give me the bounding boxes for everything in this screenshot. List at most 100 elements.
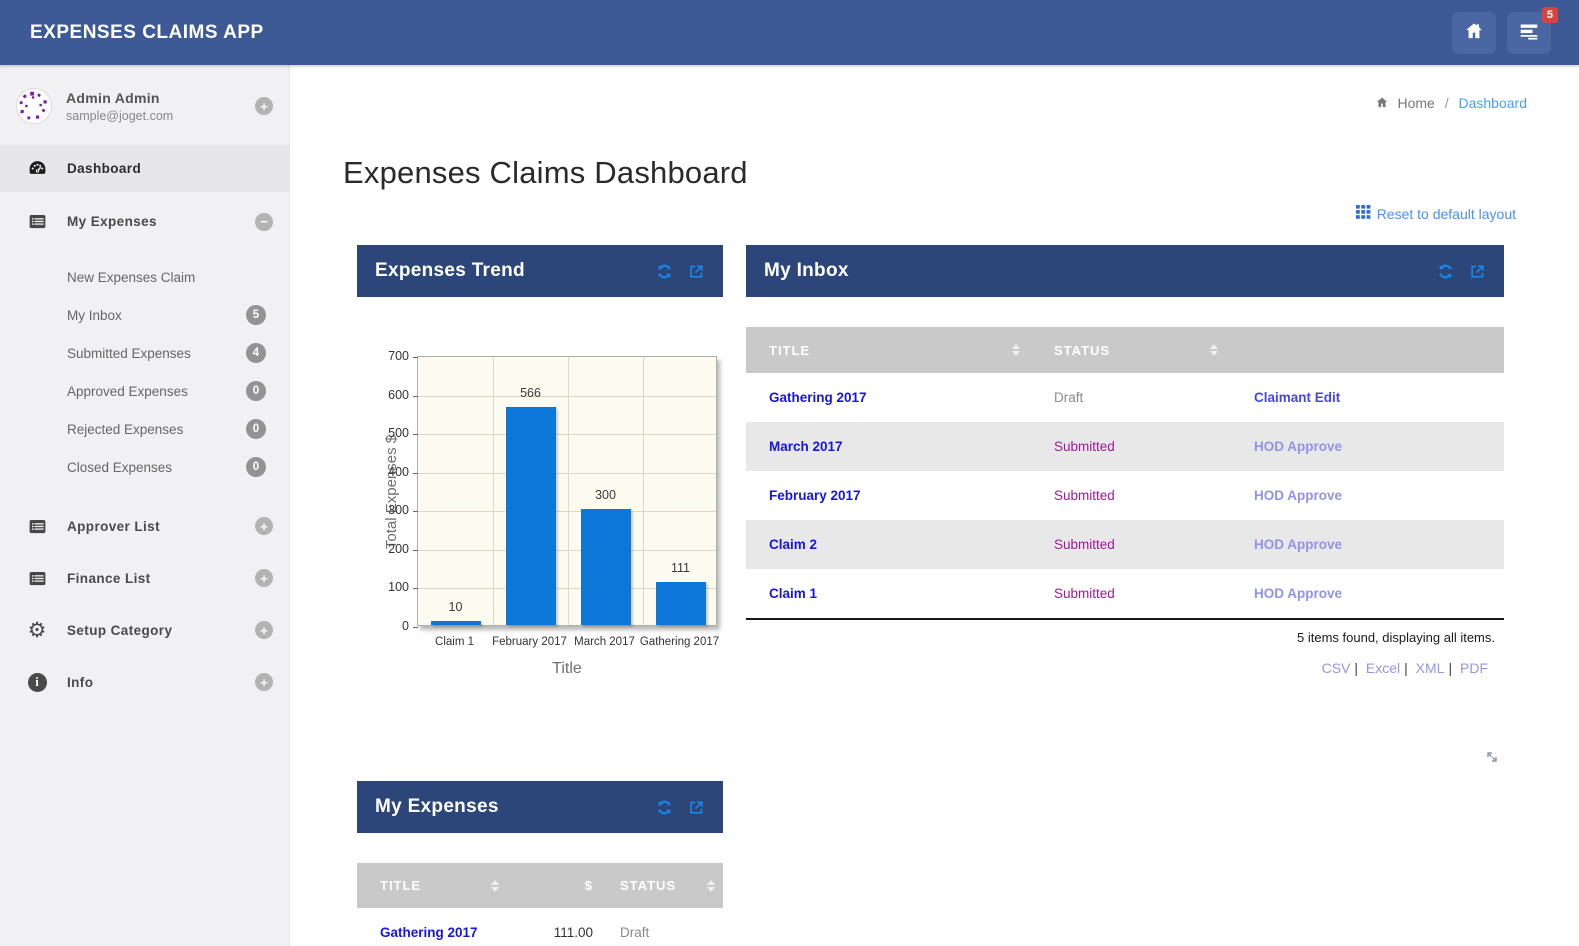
column-header-title[interactable]: TITLE <box>357 878 509 893</box>
table-row: March 2017 Submitted HOD Approve <box>746 422 1504 471</box>
sidebar-item-setup-category[interactable]: ⚙ Setup Category + <box>0 604 289 656</box>
sidebar-item-info[interactable]: i Info + <box>0 656 289 708</box>
main-content: Home / Dashboard Expenses Claims Dashboa… <box>290 65 1579 946</box>
panel-title: My Expenses <box>375 796 499 817</box>
collapse-minus-icon[interactable]: − <box>255 212 273 231</box>
refresh-button[interactable] <box>1437 263 1454 280</box>
export-links: CSV | Excel | XML | PDF <box>1321 660 1488 676</box>
status-text: Submitted <box>1054 585 1115 601</box>
chart-bar <box>505 406 556 625</box>
items-found-summary: 5 items found, displaying all items. <box>1297 630 1495 645</box>
sidebar-item-label: My Expenses <box>67 214 157 229</box>
expand-plus-icon[interactable]: + <box>255 621 273 639</box>
status-text: Submitted <box>1054 536 1115 552</box>
info-icon: i <box>26 672 48 692</box>
breadcrumb-separator: / <box>1444 95 1449 111</box>
amount-cell: 111.00 <box>553 925 593 940</box>
sidebar-item-closed-expenses[interactable]: Closed Expenses 0 <box>0 448 289 486</box>
sort-icon[interactable] <box>491 879 499 892</box>
sidebar-item-approved-expenses[interactable]: Approved Expenses 0 <box>0 372 289 410</box>
resize-handle-icon[interactable] <box>1484 749 1500 770</box>
expand-plus-icon[interactable]: + <box>255 517 273 535</box>
panel-header: My Expenses <box>357 781 723 833</box>
action-link[interactable]: HOD Approve <box>1254 438 1343 454</box>
refresh-button[interactable] <box>656 263 673 280</box>
my-inbox-panel: My Inbox TITLE <box>746 245 1504 676</box>
column-header-status[interactable]: STATUS <box>1040 343 1240 358</box>
claim-title-link[interactable]: Gathering 2017 <box>380 924 478 940</box>
list-icon <box>26 211 48 232</box>
panel-header: Expenses Trend <box>357 245 723 297</box>
claim-title-link[interactable]: Claim 1 <box>769 585 818 601</box>
chart-plot: Total Expenses $ 0 100 200 300 400 500 600 700 1… <box>383 349 717 633</box>
reset-row: Reset to default layout <box>343 205 1516 224</box>
column-header-amount[interactable]: $ <box>584 878 593 893</box>
status-text: Submitted <box>1054 487 1115 503</box>
sidebar-item-my-inbox[interactable]: My Inbox 5 <box>0 296 289 334</box>
profile-plus-icon[interactable]: + <box>255 97 273 115</box>
action-link[interactable]: Claimant Edit <box>1254 389 1341 405</box>
top-navbar: EXPENSES CLAIMS APP 5 <box>0 0 1579 65</box>
list-icon <box>26 516 48 537</box>
sidebar-menu: Dashboard My Expenses − New Expenses Cla… <box>0 145 289 708</box>
action-link[interactable]: HOD Approve <box>1254 585 1343 601</box>
user-profile[interactable]: Admin Admin sample@joget.com + <box>0 65 289 145</box>
action-link[interactable]: HOD Approve <box>1254 487 1343 503</box>
app-title: EXPENSES CLAIMS APP <box>30 21 264 43</box>
export-pdf-link[interactable]: PDF <box>1460 660 1488 676</box>
external-link-button[interactable] <box>688 263 705 280</box>
sort-icon[interactable] <box>1210 344 1218 356</box>
expand-plus-icon[interactable]: + <box>255 569 273 587</box>
external-link-button[interactable] <box>688 799 705 816</box>
external-link-button[interactable] <box>1469 263 1486 280</box>
status-text: Draft <box>620 924 650 940</box>
expand-plus-icon[interactable]: + <box>255 673 273 691</box>
export-xml-link[interactable]: XML <box>1415 660 1445 676</box>
my-expenses-table: TITLE $ STATUS Gathering 2017 1 <box>357 863 723 946</box>
expenses-trend-chart: Total Expenses $ 0 100 200 300 400 500 600 700 1… <box>383 349 719 678</box>
sidebar-item-finance-list[interactable]: Finance List + <box>0 552 289 604</box>
grid-icon <box>1355 205 1371 222</box>
sort-icon[interactable] <box>707 879 715 892</box>
count-badge: 0 <box>246 457 266 477</box>
claim-title-link[interactable]: March 2017 <box>769 438 843 454</box>
claim-title-link[interactable]: Gathering 2017 <box>769 389 867 405</box>
sidebar-item-dashboard[interactable]: Dashboard <box>0 145 289 192</box>
dashboard-icon <box>26 158 48 179</box>
sort-icon[interactable] <box>1012 344 1020 356</box>
sidebar-item-submitted-expenses[interactable]: Submitted Expenses 4 <box>0 334 289 372</box>
table-row: Claim 2 Submitted HOD Approve <box>746 520 1504 569</box>
table-row: Claim 1 Submitted HOD Approve <box>746 569 1504 618</box>
reset-layout-link[interactable]: Reset to default layout <box>1355 205 1516 222</box>
sidebar-item-my-expenses[interactable]: My Expenses − <box>0 198 289 245</box>
column-header-title[interactable]: TITLE <box>746 343 1040 358</box>
home-button[interactable] <box>1452 11 1496 54</box>
sidebar: Admin Admin sample@joget.com + Dashboard… <box>0 65 290 946</box>
breadcrumb-current[interactable]: Dashboard <box>1458 95 1528 111</box>
export-excel-link[interactable]: Excel <box>1365 660 1401 676</box>
refresh-button[interactable] <box>656 799 673 816</box>
export-csv-link[interactable]: CSV <box>1321 660 1351 676</box>
panel-header: My Inbox <box>746 245 1504 297</box>
column-header-status[interactable]: STATUS <box>593 878 723 893</box>
sidebar-item-new-expenses-claim[interactable]: New Expenses Claim <box>67 269 196 285</box>
claim-title-link[interactable]: Claim 2 <box>769 536 818 552</box>
claim-title-link[interactable]: February 2017 <box>769 487 861 503</box>
inbox-button[interactable]: 5 <box>1507 6 1558 54</box>
table-row: Gathering 2017 Draft Claimant Edit <box>746 373 1504 422</box>
breadcrumb: Home / Dashboard <box>343 95 1527 111</box>
gear-icon: ⚙ <box>27 618 47 642</box>
breadcrumb-home-link[interactable]: Home <box>1397 95 1435 111</box>
avatar <box>15 87 53 125</box>
chart-x-axis-label: Title <box>552 660 582 677</box>
count-badge: 5 <box>246 305 266 325</box>
sidebar-item-rejected-expenses[interactable]: Rejected Expenses 0 <box>0 410 289 448</box>
inbox-list-icon <box>1517 21 1541 45</box>
count-badge: 0 <box>246 381 266 401</box>
sidebar-item-approver-list[interactable]: Approver List + <box>0 500 289 552</box>
action-link[interactable]: HOD Approve <box>1254 536 1343 552</box>
list-icon <box>26 568 48 589</box>
inbox-count-badge: 5 <box>1541 6 1558 23</box>
user-info: Admin Admin sample@joget.com <box>66 90 255 123</box>
panel-title: Expenses Trend <box>375 260 525 281</box>
